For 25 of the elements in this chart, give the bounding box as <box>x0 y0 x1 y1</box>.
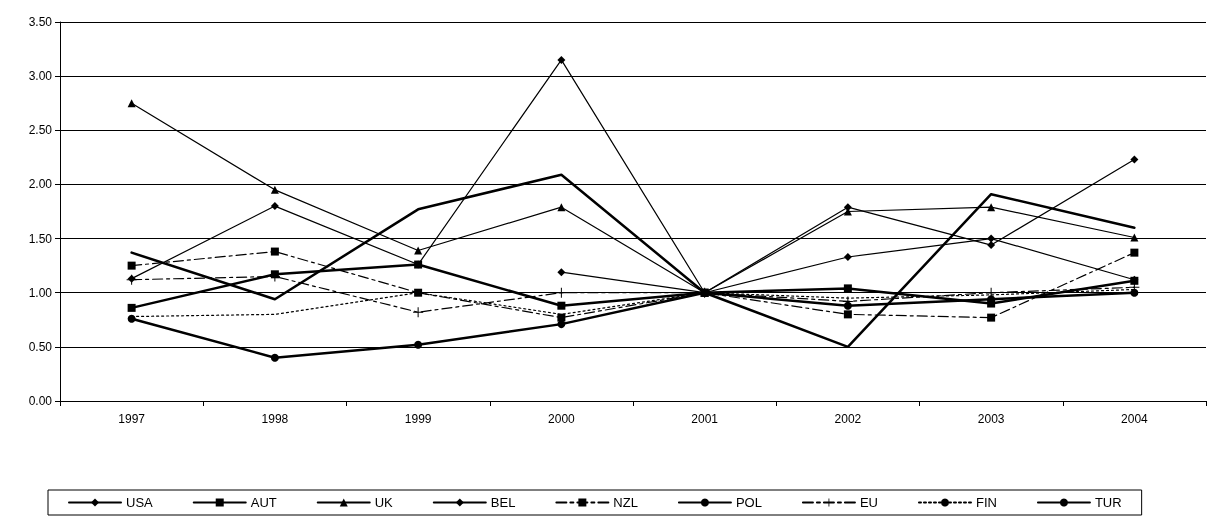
legend-label: USA <box>126 495 154 510</box>
legend-label: BEL <box>490 495 516 510</box>
y-tick-label: 3.00 <box>28 69 53 84</box>
y-tick-label: 2.50 <box>28 123 53 138</box>
x-tick-label: 1999 <box>404 412 432 426</box>
y-tick-label: 1.50 <box>28 231 53 246</box>
x-tick-label: 1998 <box>261 412 289 426</box>
legend-label: AUT <box>250 495 277 510</box>
legend-label: FIN <box>975 495 997 510</box>
legend-label: POL <box>735 495 762 510</box>
legend-label: NZL <box>613 495 638 510</box>
y-tick-label: 2.00 <box>28 177 53 192</box>
x-tick-label: 2000 <box>548 412 576 426</box>
x-tick-label: 2002 <box>834 412 862 426</box>
y-tick-label: 0.50 <box>28 339 53 354</box>
x-tick-label: 2003 <box>977 412 1005 426</box>
x-tick-label: 2004 <box>1121 412 1149 426</box>
x-tick-label: 2001 <box>691 412 719 426</box>
y-tick-label: 1.00 <box>28 285 53 300</box>
x-tick-label: 1997 <box>118 412 146 426</box>
y-tick-label: 0.00 <box>28 394 53 408</box>
legend-label: UK <box>374 495 394 510</box>
y-tick-label: 3.50 <box>28 15 53 29</box>
legend-label: EU <box>859 495 878 510</box>
legend-label: TUR <box>1094 495 1122 510</box>
